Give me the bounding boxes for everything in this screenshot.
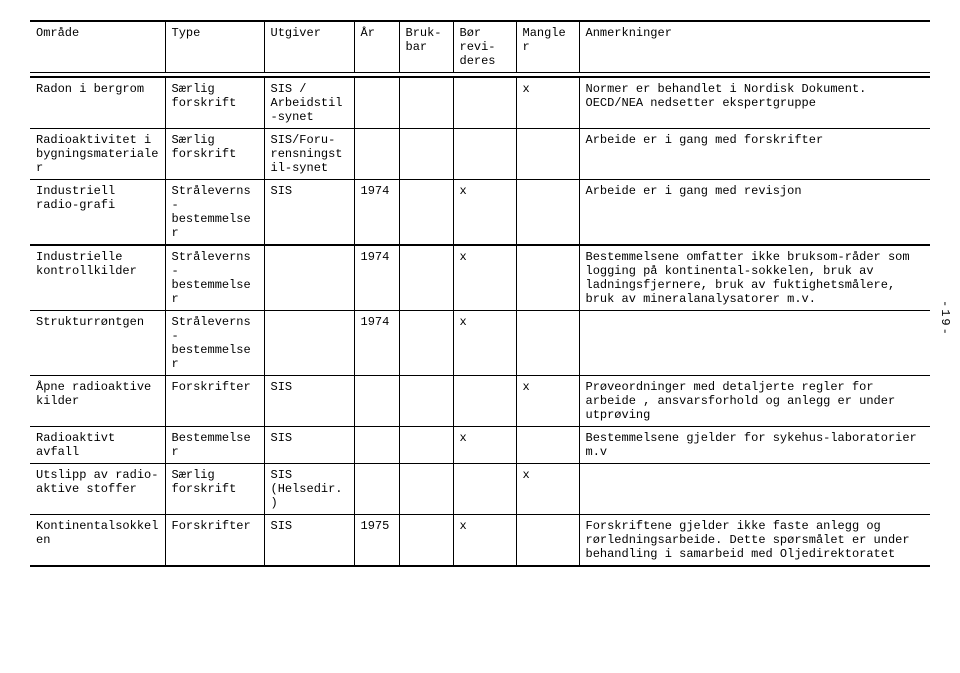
cell-c6 <box>516 129 579 180</box>
cell-c3: 1974 <box>354 311 399 376</box>
cell-c7 <box>579 464 930 515</box>
header-mangler: Mangler <box>516 21 579 73</box>
cell-c6: x <box>516 464 579 515</box>
cell-c2: SIS <box>264 180 354 246</box>
table-row: Industriell radio-grafiStråleverns-beste… <box>30 180 930 246</box>
table-row: Radon i bergromSærlig forskriftSIS / Arb… <box>30 77 930 129</box>
header-brukbar: Bruk- bar <box>399 21 453 73</box>
cell-c4 <box>399 515 453 567</box>
cell-c1: Særlig forskrift <box>165 464 264 515</box>
cell-c1: Særlig forskrift <box>165 77 264 129</box>
cell-c0: Åpne radioaktive kilder <box>30 376 165 427</box>
header-row: Område Type Utgiver År Bruk- bar Bør rev… <box>30 21 930 73</box>
cell-c5 <box>453 464 516 515</box>
cell-c4 <box>399 427 453 464</box>
table-row: Åpne radioaktive kilderForskrifterSIS xPr… <box>30 376 930 427</box>
cell-c6: x <box>516 77 579 129</box>
table-row: Industrielle kontrollkilderStråleverns-b… <box>30 245 930 311</box>
regulations-table: Område Type Utgiver År Bruk- bar Bør rev… <box>30 20 930 567</box>
table-row: Radioaktivitet i bygningsmaterialerSærli… <box>30 129 930 180</box>
cell-c3 <box>354 376 399 427</box>
header-utgiver: Utgiver <box>264 21 354 73</box>
cell-c6 <box>516 515 579 567</box>
cell-c2: SIS <box>264 427 354 464</box>
cell-c7: Normer er behandlet i Nordisk Dokument. … <box>579 77 930 129</box>
cell-c1: Forskrifter <box>165 515 264 567</box>
cell-c0: Strukturrøntgen <box>30 311 165 376</box>
cell-c6 <box>516 180 579 246</box>
cell-c4 <box>399 376 453 427</box>
cell-c5: x <box>453 311 516 376</box>
cell-c2 <box>264 245 354 311</box>
page-number-side: -19- <box>938 300 952 337</box>
table-row: KontinentalsokkelenForskrifterSIS1975 x Fo… <box>30 515 930 567</box>
cell-c3 <box>354 77 399 129</box>
cell-c3: 1974 <box>354 245 399 311</box>
header-revideres: Bør revi- deres <box>453 21 516 73</box>
cell-c6: x <box>516 376 579 427</box>
cell-c5 <box>453 77 516 129</box>
cell-c7: Forskriftene gjelder ikke faste anlegg o… <box>579 515 930 567</box>
header-type: Type <box>165 21 264 73</box>
cell-c0: Kontinentalsokkelen <box>30 515 165 567</box>
cell-c3: 1974 <box>354 180 399 246</box>
header-omrade: Område <box>30 21 165 73</box>
cell-c3: 1975 <box>354 515 399 567</box>
cell-c1: Bestemmelser <box>165 427 264 464</box>
cell-c2: SIS/Foru-rensningstil-synet <box>264 129 354 180</box>
cell-c2: SIS / Arbeidstil-synet <box>264 77 354 129</box>
cell-c0: Radioaktivitet i bygningsmaterialer <box>30 129 165 180</box>
cell-c1: Stråleverns-bestemmelser <box>165 311 264 376</box>
cell-c0: Industriell radio-grafi <box>30 180 165 246</box>
cell-c7: Arbeide er i gang med forskrifter <box>579 129 930 180</box>
cell-c7 <box>579 311 930 376</box>
cell-c1: Stråleverns-bestemmelser <box>165 180 264 246</box>
cell-c1: Stråleverns-bestemmelser <box>165 245 264 311</box>
cell-c2: SIS <box>264 515 354 567</box>
cell-c0: Industrielle kontrollkilder <box>30 245 165 311</box>
cell-c7: Arbeide er i gang med revisjon <box>579 180 930 246</box>
cell-c6 <box>516 245 579 311</box>
header-anmerk: Anmerkninger <box>579 21 930 73</box>
cell-c5: x <box>453 245 516 311</box>
cell-c0: Radioaktivt avfall <box>30 427 165 464</box>
table-row: StrukturrøntgenStråleverns-bestemmelser 1… <box>30 311 930 376</box>
cell-c6 <box>516 311 579 376</box>
cell-c0: Utslipp av radio-aktive stoffer <box>30 464 165 515</box>
cell-c0: Radon i bergrom <box>30 77 165 129</box>
header-ar: År <box>354 21 399 73</box>
cell-c3 <box>354 464 399 515</box>
cell-c7: Prøveordninger med detaljerte regler for… <box>579 376 930 427</box>
cell-c1: Forskrifter <box>165 376 264 427</box>
cell-c4 <box>399 245 453 311</box>
cell-c5: x <box>453 515 516 567</box>
cell-c2 <box>264 311 354 376</box>
cell-c2: SIS (Helsedir.) <box>264 464 354 515</box>
cell-c4 <box>399 464 453 515</box>
cell-c5 <box>453 376 516 427</box>
cell-c1: Særlig forskrift <box>165 129 264 180</box>
cell-c7: Bestemmelsene gjelder for sykehus-labora… <box>579 427 930 464</box>
cell-c5: x <box>453 427 516 464</box>
cell-c4 <box>399 129 453 180</box>
cell-c2: SIS <box>264 376 354 427</box>
table-row: Utslipp av radio-aktive stofferSærlig fo… <box>30 464 930 515</box>
cell-c5: x <box>453 180 516 246</box>
cell-c7: Bestemmelsene omfatter ikke bruksom-råde… <box>579 245 930 311</box>
cell-c4 <box>399 311 453 376</box>
cell-c4 <box>399 77 453 129</box>
cell-c3 <box>354 129 399 180</box>
table-row: Radioaktivt avfallBestemmelserSIS x Bestem… <box>30 427 930 464</box>
cell-c3 <box>354 427 399 464</box>
cell-c5 <box>453 129 516 180</box>
table-body: Radon i bergromSærlig forskriftSIS / Arb… <box>30 77 930 566</box>
cell-c4 <box>399 180 453 246</box>
cell-c6 <box>516 427 579 464</box>
